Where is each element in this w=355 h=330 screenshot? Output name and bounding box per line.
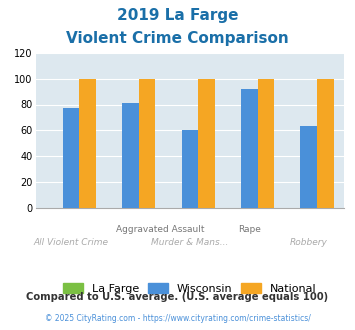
Text: All Violent Crime: All Violent Crime <box>34 239 109 248</box>
Text: © 2025 CityRating.com - https://www.cityrating.com/crime-statistics/: © 2025 CityRating.com - https://www.city… <box>45 314 310 323</box>
Bar <box>63 108 80 208</box>
Bar <box>122 103 139 208</box>
Text: Rape: Rape <box>238 225 261 234</box>
Text: Compared to U.S. average. (U.S. average equals 100): Compared to U.S. average. (U.S. average … <box>26 292 329 302</box>
Bar <box>241 89 258 208</box>
Text: 2019 La Farge: 2019 La Farge <box>117 8 238 23</box>
Text: Murder & Mans...: Murder & Mans... <box>151 239 229 248</box>
Text: Aggravated Assault: Aggravated Assault <box>116 225 204 234</box>
Text: Robbery: Robbery <box>290 239 328 248</box>
Bar <box>258 79 274 208</box>
Bar <box>198 79 215 208</box>
Bar <box>139 79 155 208</box>
Bar <box>300 126 317 208</box>
Bar <box>80 79 96 208</box>
Bar <box>317 79 334 208</box>
Bar <box>182 130 198 208</box>
Text: Violent Crime Comparison: Violent Crime Comparison <box>66 31 289 46</box>
Legend: La Farge, Wisconsin, National: La Farge, Wisconsin, National <box>59 279 321 298</box>
